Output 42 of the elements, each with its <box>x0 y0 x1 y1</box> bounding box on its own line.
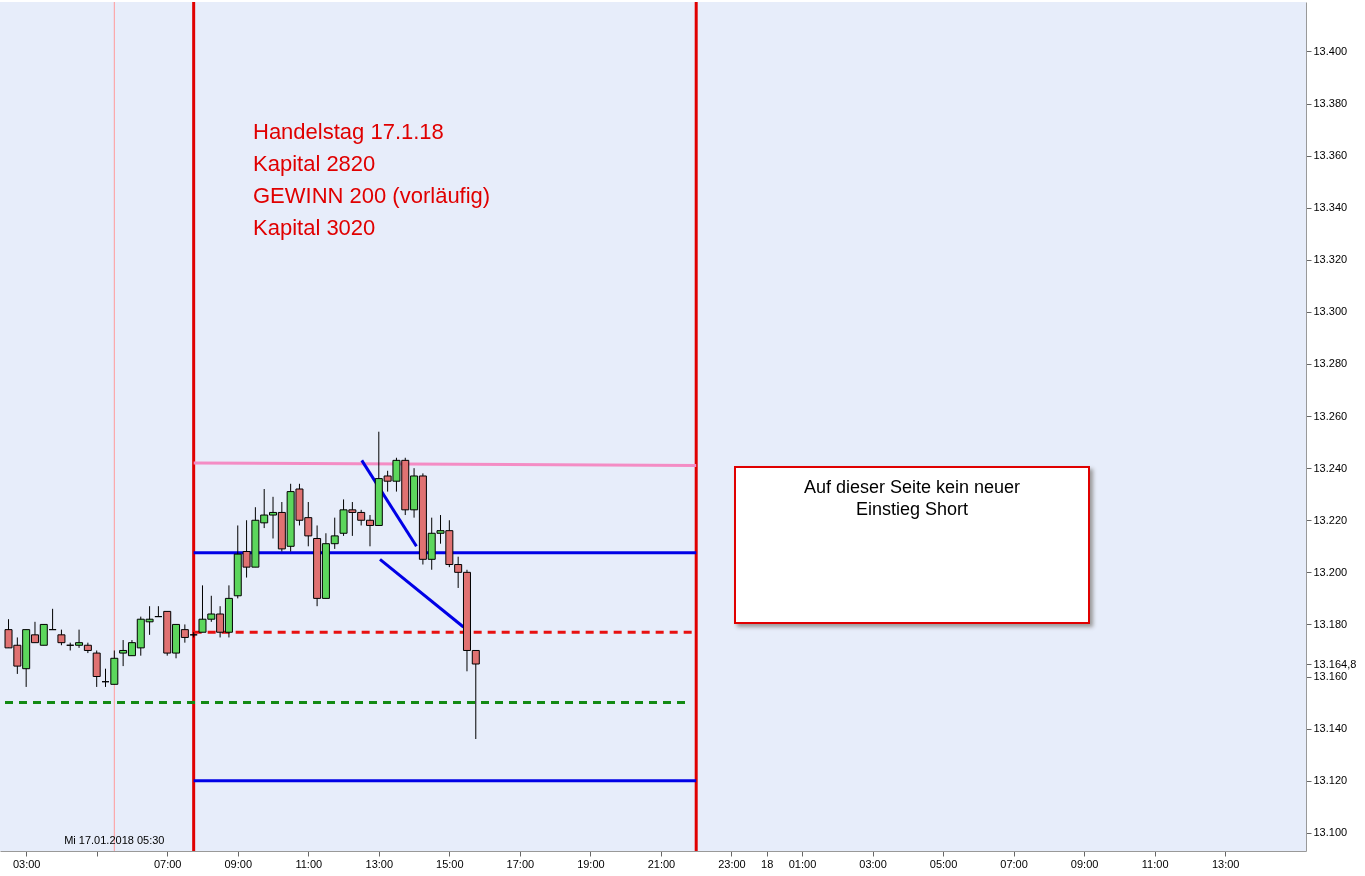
x-tick-label: 09:00 <box>1070 857 1099 870</box>
x-tick-label: 23:00 <box>718 857 746 870</box>
annotation: Kapital 2820 <box>253 150 377 178</box>
x-tick-label: 05:00 <box>929 857 958 870</box>
x-tick-label: 01:00 <box>788 857 817 870</box>
y-tick-label: 13.160 <box>1313 670 1348 683</box>
y-tick-label: 13.200 <box>1313 565 1348 578</box>
x-tick-label: 09:00 <box>224 857 253 870</box>
x-tick-label: 15:00 <box>436 857 464 870</box>
y-tick-label: 13.140 <box>1313 722 1348 735</box>
y-tick-label: 13.300 <box>1313 305 1348 318</box>
y-tick-label: 13.120 <box>1313 774 1348 787</box>
annotation: Handelstag 17.1.18 <box>253 118 445 146</box>
annotation: Kapital 3020 <box>253 214 377 242</box>
x-tick-label: 07:00 <box>1000 857 1028 870</box>
x-tick-label: 07:00 <box>153 857 182 870</box>
x-tick-label: 17:00 <box>506 857 535 870</box>
y-tick-label: 13.320 <box>1313 253 1348 266</box>
x-tick-label: 13:00 <box>365 857 394 870</box>
y-tick-label: 13.260 <box>1313 409 1348 422</box>
y-tick-label: 13.400 <box>1313 44 1348 57</box>
x-tick-label: 13:00 <box>1211 857 1240 870</box>
x-tick-label: 11:00 <box>1141 857 1169 870</box>
y-tick-label: 13.340 <box>1313 201 1348 214</box>
y-tick-label: 13.220 <box>1313 513 1348 526</box>
annotation: GEWINN 200 (vorläufig) <box>253 182 491 210</box>
text-box: Auf dieser Seite kein neuer Einstieg Short <box>734 466 1090 624</box>
x-tick-label: 21:00 <box>647 857 676 870</box>
x-tick-label: 18 <box>761 857 774 870</box>
x-tick-label: 11:00 <box>295 857 323 870</box>
y-tick-label: 13.280 <box>1313 357 1348 370</box>
x-tick-label: 19:00 <box>577 857 605 870</box>
x-tick-label: 03:00 <box>12 857 41 870</box>
ref-line-label: Mi 17.01.2018 05:30 <box>64 834 165 846</box>
y-tick-label: 13.360 <box>1313 149 1348 162</box>
y-tick-label: 13.240 <box>1313 461 1348 474</box>
y-tick-label: 13.180 <box>1313 617 1348 630</box>
y-tick-label: 13.380 <box>1313 97 1348 110</box>
candlestick <box>92 649 101 688</box>
y-tick-label: 13.100 <box>1313 826 1348 839</box>
y-tick-label: 13.164,8 <box>1313 657 1357 670</box>
x-tick-label: 03:00 <box>859 857 887 870</box>
